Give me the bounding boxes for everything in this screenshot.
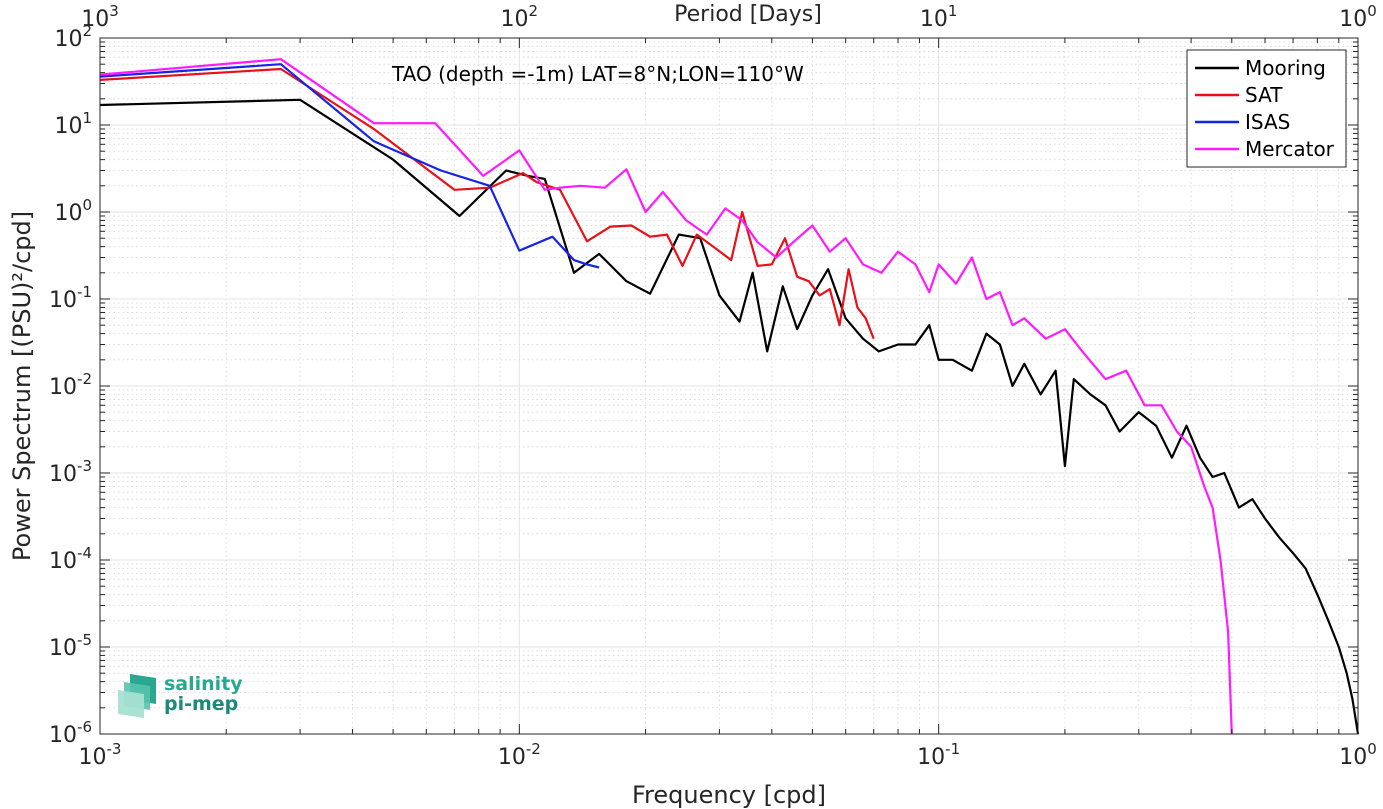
chart-title: TAO (depth =-1m) LAT=8°N;LON=110°W: [391, 62, 804, 86]
legend-label: Mercator: [1245, 137, 1335, 161]
logo-mark-icon: [118, 674, 156, 718]
top-tick-label: 101: [920, 2, 958, 32]
y-tick-label: 101: [54, 109, 92, 139]
top-axis-label: Period [Days]: [674, 2, 822, 27]
y-tick-label: 10-4: [49, 544, 92, 574]
legend: Mooring SAT ISAS Mercator: [1186, 49, 1347, 168]
series-line-isas: [99, 63, 600, 269]
legend-label: Mooring: [1245, 56, 1326, 80]
top-tick-label: 100: [1339, 2, 1377, 32]
y-tick-label: 10-6: [49, 718, 92, 748]
y-tick-label: 10-3: [49, 457, 92, 487]
series-line-mooring: [99, 98, 1360, 735]
major-grid: [99, 37, 1359, 735]
y-tick-label: 100: [54, 196, 92, 226]
legend-box: [1186, 49, 1347, 168]
top-tick-label: 103: [81, 2, 119, 32]
logo-text-pi-mep: pi-mep: [164, 693, 239, 715]
y-tick-label: 102: [54, 22, 92, 52]
top-tick-label: 102: [501, 2, 539, 32]
x-tick-label: 10-1: [917, 740, 960, 770]
legend-label: SAT: [1245, 83, 1283, 107]
series-line-mercator: [99, 58, 1233, 735]
series-line-sat: [99, 67, 875, 340]
x-axis-label: Frequency [cpd]: [632, 781, 826, 809]
tick-marks: [99, 38, 1358, 735]
series-layer: [99, 58, 1360, 735]
salinity-pi-mep-logo: salinity pi-mep: [116, 672, 256, 722]
legend-label: ISAS: [1245, 110, 1290, 134]
x-tick-label: 100: [1339, 740, 1377, 770]
x-tick-label: 10-3: [79, 740, 122, 770]
y-axis-label: Power Spectrum [(PSU)²/cpd]: [8, 211, 36, 561]
y-tick-label: 10-2: [49, 370, 92, 400]
logo-text-salinity: salinity: [164, 673, 243, 695]
x-tick-label: 10-2: [498, 740, 541, 770]
y-tick-label: 10-1: [49, 283, 92, 313]
y-tick-label: 10-5: [49, 631, 92, 661]
